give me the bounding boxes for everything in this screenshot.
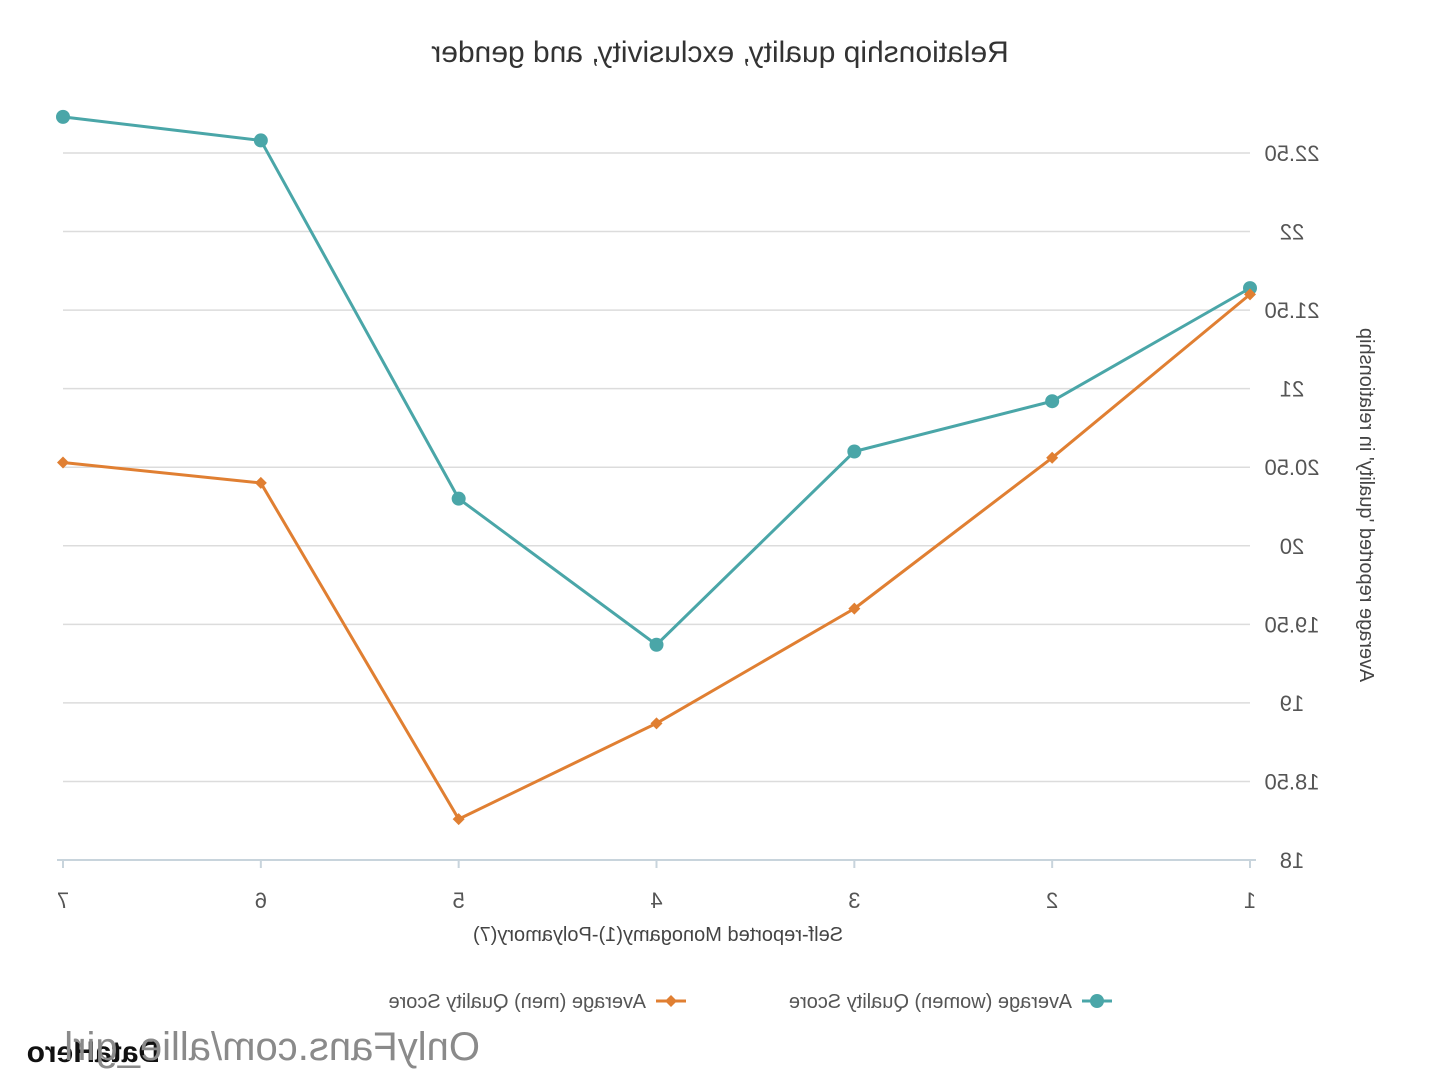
y-tick-label: 19	[1280, 691, 1304, 716]
series-lines	[56, 109, 1257, 826]
x-tick-label: 5	[453, 888, 465, 913]
gridlines	[63, 152, 1250, 783]
legend-item-men[interactable]: Average (men) Quality Score	[388, 991, 686, 1013]
series-line	[62, 115, 1251, 647]
data-point[interactable]	[452, 813, 465, 826]
y-axis-title: Average reported 'quality' in relationsh…	[1355, 328, 1377, 682]
y-tick-label: 20.50	[1264, 455, 1319, 480]
data-point[interactable]	[649, 637, 664, 652]
data-point[interactable]	[848, 602, 861, 615]
watermark-text: OnlyFans.com/allie_girl	[64, 1025, 480, 1069]
data-point[interactable]	[56, 109, 70, 124]
y-tick-label: 18	[1280, 848, 1304, 873]
y-tick-labels: 18 18.50 19 19.50 20 20.50 21 21.50 22 22.50	[1264, 141, 1319, 873]
x-tick-label: 6	[255, 888, 267, 913]
data-point[interactable]	[1045, 394, 1060, 409]
legend-label: Average (men) Quality Score	[388, 991, 646, 1013]
x-tick-label: 7	[57, 888, 69, 913]
x-axis-title: Self-reported Monogamy(1)-Polyamory(7)	[473, 924, 843, 946]
legend-item-women[interactable]: Average (women) Quality Score	[789, 991, 1112, 1013]
y-tick-label: 18.50	[1264, 769, 1319, 794]
series-line	[62, 293, 1251, 821]
legend-marker	[665, 995, 677, 1007]
x-tick-label: 4	[650, 888, 662, 913]
x-axis: 1 2 3 4 5 6 7	[57, 859, 1256, 913]
y-tick-label: 21	[1280, 377, 1304, 402]
series-women	[56, 109, 1257, 652]
data-point[interactable]	[451, 491, 466, 506]
x-tick-label: 1	[1244, 888, 1256, 913]
data-point[interactable]	[1046, 451, 1059, 464]
data-point[interactable]	[847, 444, 862, 459]
y-tick-label: 19.50	[1264, 612, 1319, 637]
series-men	[57, 288, 1256, 826]
data-point[interactable]	[253, 133, 268, 148]
x-tick-label: 2	[1046, 888, 1058, 913]
data-point[interactable]	[650, 717, 663, 730]
y-tick-label: 22.50	[1264, 141, 1319, 166]
data-point[interactable]	[1243, 281, 1257, 296]
y-tick-label: 22	[1280, 220, 1304, 245]
legend[interactable]: Average (women) Quality Score Average (me…	[388, 991, 1112, 1013]
data-point[interactable]	[57, 456, 69, 469]
data-point[interactable]	[1244, 288, 1256, 301]
chart-title: Relationship quality, exclusivity, and g…	[431, 36, 1009, 69]
y-tick-label: 21.50	[1264, 298, 1319, 323]
brand-logo: DataHero	[27, 1036, 160, 1069]
legend-label: Average (women) Quality Score	[789, 991, 1072, 1013]
data-point[interactable]	[254, 476, 267, 489]
x-tick-label: 3	[848, 888, 860, 913]
legend-marker	[1090, 994, 1104, 1008]
y-tick-label: 20	[1280, 534, 1304, 559]
